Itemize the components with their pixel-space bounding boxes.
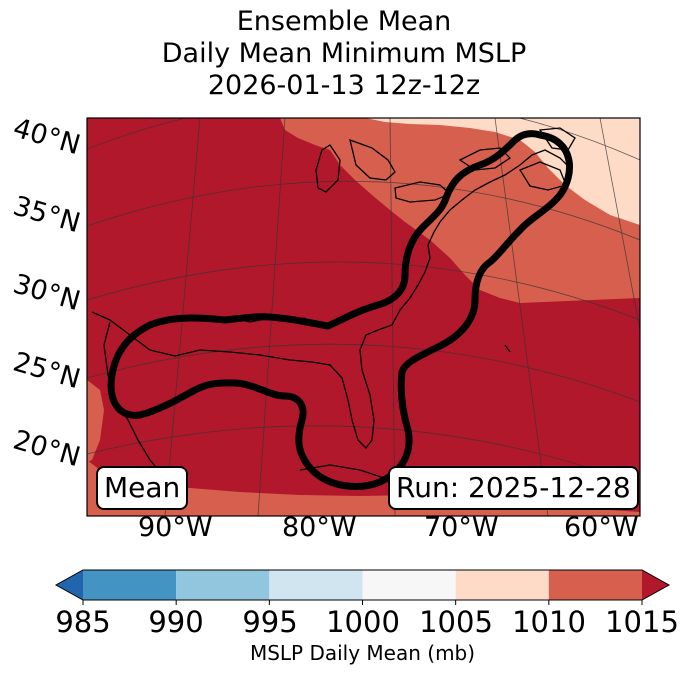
lon-tick-80w: 80°W <box>282 512 357 543</box>
colorbar-tick-990: 990 <box>148 605 204 639</box>
colorbar-tick-1005: 1005 <box>419 605 493 639</box>
colorbar-bin-3 <box>362 570 456 600</box>
colorbar-tick-1010: 1010 <box>512 605 586 639</box>
title-line-2: Daily Mean Minimum MSLP <box>161 38 527 69</box>
colorbar-tick-1015: 1015 <box>605 605 679 639</box>
lon-tick-70w: 70°W <box>424 512 499 543</box>
lon-tick-90w: 90°W <box>138 512 213 543</box>
title-line-3: 2026-01-13 12z-12z <box>207 70 481 101</box>
title-line-1: Ensemble Mean <box>236 6 452 37</box>
mslp-contour <box>107 130 574 490</box>
colorbar-bin-4 <box>455 570 549 600</box>
colorbar-bin-1 <box>176 570 270 600</box>
pressure-field-1010-west <box>87 380 104 462</box>
mean-label-box: Mean <box>96 466 189 510</box>
colorbar-tick-985: 985 <box>55 605 111 639</box>
colorbar-bin-2 <box>269 570 363 600</box>
map-frame <box>86 117 641 517</box>
map-area <box>87 118 640 516</box>
colorbar-extend-over <box>642 570 669 600</box>
colorbar-tick-1000: 1000 <box>326 605 400 639</box>
lon-tick-60w: 60°W <box>564 512 639 543</box>
colorbar-bin-5 <box>548 570 642 600</box>
colorbar <box>54 569 671 605</box>
run-date-box: Run: 2025-12-28 <box>388 466 639 510</box>
colorbar-extend-under <box>56 570 83 600</box>
colorbar-title: MSLP Daily Mean (mb) <box>249 641 476 665</box>
colorbar-bin-0 <box>83 570 177 600</box>
colorbar-tick-995: 995 <box>242 605 298 639</box>
